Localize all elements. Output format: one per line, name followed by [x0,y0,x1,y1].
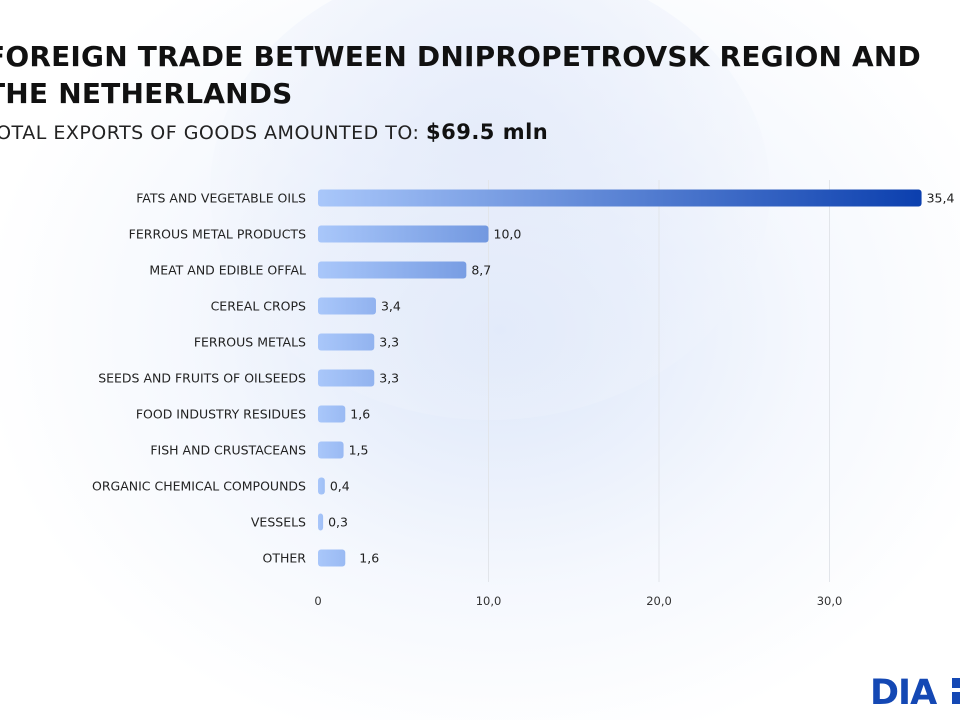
dia-logo: DIA [868,673,960,708]
category-label: FERROUS METALS [194,335,306,350]
x-tick-label: 30,0 [817,594,843,608]
category-label: OTHER [263,551,307,566]
bar [318,441,344,459]
logo-mark-top [952,678,960,688]
bar [318,369,375,387]
category-label: SEEDS AND FRUITS OF OILSEEDS [98,371,306,386]
category-label: ORGANIC CHEMICAL COMPOUNDS [92,479,306,494]
value-label: 0,3 [328,515,348,530]
value-label: 8,7 [471,263,491,278]
x-tick-label: 10,0 [476,594,502,608]
value-label: 1,6 [359,551,379,566]
category-label: CEREAL CROPS [211,299,306,314]
category-label: VESSELS [251,515,306,530]
bars [318,189,922,567]
value-label: 1,5 [349,443,369,458]
page-title: FOREIGN TRADE BETWEEN DNIPROPETROVSK REG… [0,40,921,110]
subtitle: TOTAL EXPORTS OF GOODS AMOUNTED TO: $69.… [0,120,548,144]
grid-lines [488,180,830,582]
category-label: FISH AND CRUSTACEANS [150,443,306,458]
bar [318,513,324,531]
bar [318,261,467,279]
logo-backdrop [868,674,948,706]
value-label: 35,4 [927,191,955,206]
subtitle-prefix: TOTAL EXPORTS OF GOODS AMOUNTED TO: [0,122,420,144]
value-label: 3,4 [381,299,401,314]
bar [318,549,346,567]
logo-text: DIA [870,673,937,708]
value-label: 1,6 [350,407,370,422]
bar [318,297,376,315]
category-label: FOOD INDUSTRY RESIDUES [136,407,306,422]
labels: 0 10,0 20,0 30,0 FATS AND VEGETABLE OILS 35,4… [92,191,954,609]
bar [318,189,922,207]
category-label: FATS AND VEGETABLE OILS [136,191,306,206]
value-label: 3,3 [379,371,399,386]
value-label: 3,3 [379,335,399,350]
value-label: 0,4 [330,479,350,494]
value-label: 10,0 [494,227,522,242]
x-tick-label: 20,0 [646,594,672,608]
logo-mark-bottom [952,692,960,704]
bar [318,477,325,495]
bar [318,405,346,423]
x-tick-label: 0 [314,594,321,608]
bar [318,225,489,243]
bar [318,333,375,351]
subtitle-amount: $69.5 mln [425,120,549,144]
category-label: FERROUS METAL PRODUCTS [129,227,306,242]
category-label: MEAT AND EDIBLE OFFAL [149,263,306,278]
